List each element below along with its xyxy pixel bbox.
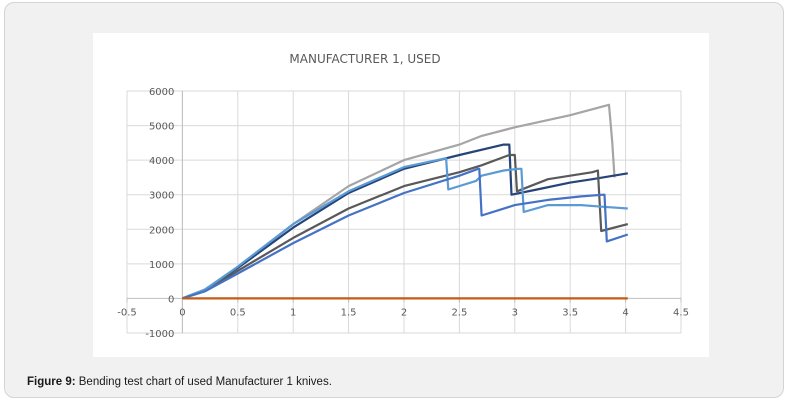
x-tick-label: 4 <box>622 307 628 318</box>
bending-test-chart: MANUFACTURER 1, USED -1000 0 1000 2000 3000 4… <box>117 52 689 340</box>
y-tick-label: 2000 <box>149 225 174 236</box>
x-tick-label: 0.5 <box>230 307 246 318</box>
y-tick-label: -1000 <box>145 329 174 340</box>
series-line-3 <box>182 153 629 300</box>
caption-text: Bending test chart of used Manufacturer … <box>75 376 332 388</box>
y-tick-label: 5000 <box>149 122 174 133</box>
series-line-5 <box>182 167 629 300</box>
chart-title: MANUFACTURER 1, USED <box>289 52 440 66</box>
y-tick-label: 1000 <box>149 260 174 271</box>
x-tick-label: 2 <box>401 307 407 318</box>
series-layer <box>182 103 629 300</box>
chart-area: MANUFACTURER 1, USED -1000 0 1000 2000 3000 4… <box>93 33 709 357</box>
x-tick-label: -0.5 <box>117 307 137 318</box>
y-tick-label: 4000 <box>149 156 174 167</box>
y-tick-label: 0 <box>168 294 174 305</box>
tick-layer: -1000 0 1000 2000 3000 4000 5000 6000 -0.5 0 0.5 1 1… <box>117 87 689 340</box>
x-tick-label: 0 <box>179 307 185 318</box>
y-tick-label: 3000 <box>149 191 174 202</box>
x-tick-label: 1.5 <box>341 307 357 318</box>
series-line-2 <box>182 143 628 300</box>
figure-caption: Figure 9: Bending test chart of used Man… <box>27 376 332 388</box>
caption-label: Figure 9: <box>27 376 76 388</box>
x-tick-label: 1 <box>290 307 296 318</box>
x-tick-label: 4.5 <box>673 307 689 318</box>
x-tick-label: 2.5 <box>451 307 467 318</box>
grid-layer <box>126 90 682 334</box>
series-line-4 <box>182 157 628 300</box>
x-tick-label: 3.5 <box>562 307 578 318</box>
y-tick-label: 6000 <box>149 87 174 98</box>
figure-frame: MANUFACTURER 1, USED -1000 0 1000 2000 3000 4… <box>4 2 784 398</box>
x-tick-label: 3 <box>512 307 518 318</box>
